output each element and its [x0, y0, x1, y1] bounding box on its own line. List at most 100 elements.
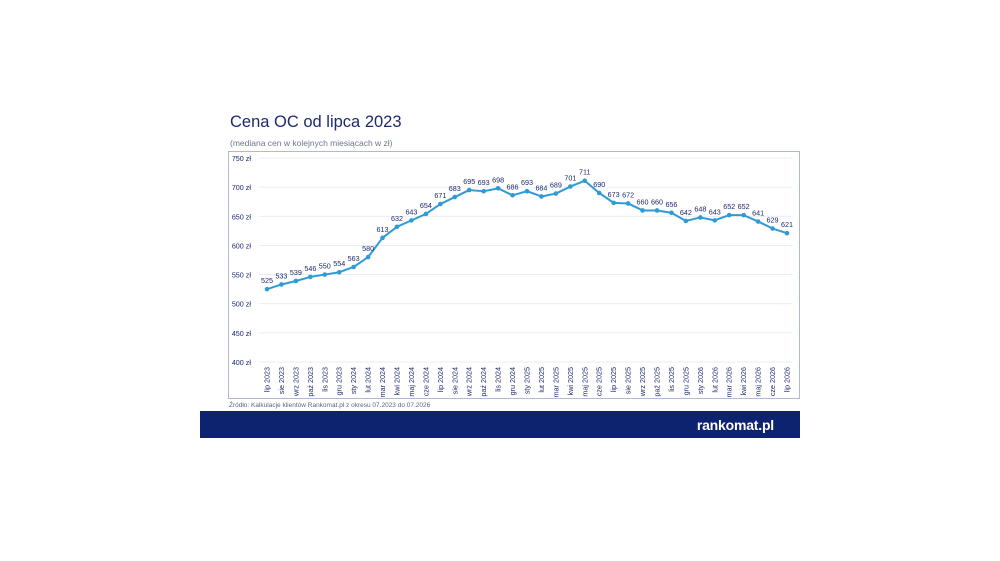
data-label: 580 [362, 244, 374, 253]
x-tick-label: lut 2024 [364, 367, 373, 393]
x-tick-label: mar 2024 [378, 367, 387, 397]
data-label: 711 [579, 168, 590, 177]
x-tick-label: lip 2023 [263, 367, 272, 392]
data-label: 654 [420, 201, 432, 210]
x-tick-label: lis 2024 [494, 367, 503, 392]
x-tick-label: kwi 2025 [566, 367, 575, 395]
data-label: 684 [535, 183, 547, 192]
data-point [423, 211, 429, 217]
x-tick-label: paź 2023 [306, 367, 315, 397]
data-label: 643 [405, 207, 417, 216]
chart-frame: 400 zł 450 zł 500 zł 550 zł 600 zł 650 zł 700 … [228, 151, 800, 399]
data-point [553, 191, 559, 196]
data-point [293, 278, 299, 284]
data-label: 698 [492, 175, 504, 184]
data-point [409, 218, 414, 223]
y-tick-label: 650 zł [232, 212, 252, 221]
data-point [365, 254, 371, 260]
data-label: 673 [608, 190, 620, 199]
x-tick-label: gru 2023 [335, 367, 344, 395]
source-note: Źródło: Kalkulacje klientów Rankomat.pl … [229, 402, 431, 409]
data-point [755, 219, 761, 224]
x-tick-label: lip 2025 [609, 367, 618, 392]
data-point [640, 208, 645, 213]
x-tick-label: cze 2024 [421, 367, 430, 396]
x-tick-label: cze 2025 [595, 367, 604, 396]
data-point [654, 208, 660, 213]
x-tick-label: kwi 2024 [393, 367, 402, 395]
data-point [698, 215, 703, 220]
x-tick-label: wrz 2025 [638, 367, 647, 397]
x-tick-label: cze 2026 [768, 367, 777, 396]
data-label: 539 [290, 268, 302, 277]
y-tick-label: 500 zł [232, 300, 252, 309]
data-point [726, 212, 732, 218]
y-tick-label: 450 zł [232, 329, 252, 338]
data-label: 695 [463, 177, 475, 186]
data-point [495, 186, 501, 191]
data-point [264, 286, 270, 292]
brand-logo: rankomat.pl [696, 417, 774, 433]
data-point [481, 188, 486, 194]
data-label: 693 [521, 178, 533, 187]
x-tick-label: sie 2024 [450, 367, 459, 394]
data-label: 683 [449, 184, 461, 193]
x-tick-label: maj 2024 [407, 367, 416, 397]
footer-bar: rankomat.pl [200, 411, 800, 438]
x-tick-label: lis 2025 [667, 367, 676, 392]
data-point [452, 194, 458, 200]
y-tick-label: 600 zł [232, 241, 252, 250]
data-point [466, 187, 472, 193]
data-label: 629 [767, 216, 779, 225]
data-label: 563 [348, 254, 360, 263]
x-tick-label: sty 2024 [349, 367, 358, 394]
data-label: 533 [275, 271, 287, 280]
chart-card: Cena OC od lipca 2023 (mediana cen w kol… [200, 100, 800, 438]
data-point [510, 193, 515, 198]
series-line [266, 179, 788, 291]
data-label: 546 [304, 264, 316, 273]
data-point [380, 235, 385, 241]
x-tick-label: sty 2025 [523, 367, 532, 394]
data-label: 660 [637, 197, 649, 206]
data-point [279, 282, 284, 287]
data-label: 660 [651, 197, 663, 206]
data-label: 652 [723, 202, 735, 211]
data-point [336, 269, 342, 275]
data-label: 525 [261, 276, 273, 285]
y-tick-label: 700 zł [232, 183, 252, 192]
x-tick-label: maj 2025 [580, 367, 589, 397]
data-point [784, 230, 790, 236]
x-tick-label: lis 2023 [320, 367, 329, 392]
data-point [596, 190, 602, 196]
data-label: 686 [507, 182, 519, 191]
data-point [539, 194, 544, 199]
x-tick-label: sty 2026 [696, 367, 705, 394]
data-label: 689 [550, 181, 562, 190]
data-label: 642 [680, 208, 692, 217]
data-point [669, 210, 674, 216]
data-point [351, 264, 356, 270]
y-tick-label: 550 zł [232, 271, 252, 280]
data-point [322, 272, 328, 277]
x-tick-label: lut 2025 [537, 367, 546, 393]
data-label: 621 [781, 220, 793, 229]
x-tick-label: kwi 2026 [739, 367, 748, 395]
x-tick-label: sie 2023 [277, 367, 286, 394]
data-label: 693 [478, 178, 490, 187]
x-tick-label: mar 2026 [725, 367, 734, 397]
data-point [438, 201, 443, 207]
data-label: 643 [709, 207, 721, 216]
x-tick-label: paź 2024 [479, 367, 488, 397]
data-label: 671 [434, 191, 446, 200]
y-tick-label: 750 zł [232, 154, 252, 163]
x-tick-label: wrz 2023 [291, 367, 300, 397]
data-label: 641 [752, 209, 764, 218]
data-label: 690 [593, 180, 605, 189]
data-point [741, 212, 746, 218]
x-tick-label: gru 2024 [508, 367, 517, 395]
x-tick-label: lip 2024 [436, 367, 445, 392]
data-point [770, 226, 775, 231]
data-point [611, 200, 616, 206]
chart-subtitle: (mediana cen w kolejnych miesiącach w zł… [230, 138, 393, 148]
